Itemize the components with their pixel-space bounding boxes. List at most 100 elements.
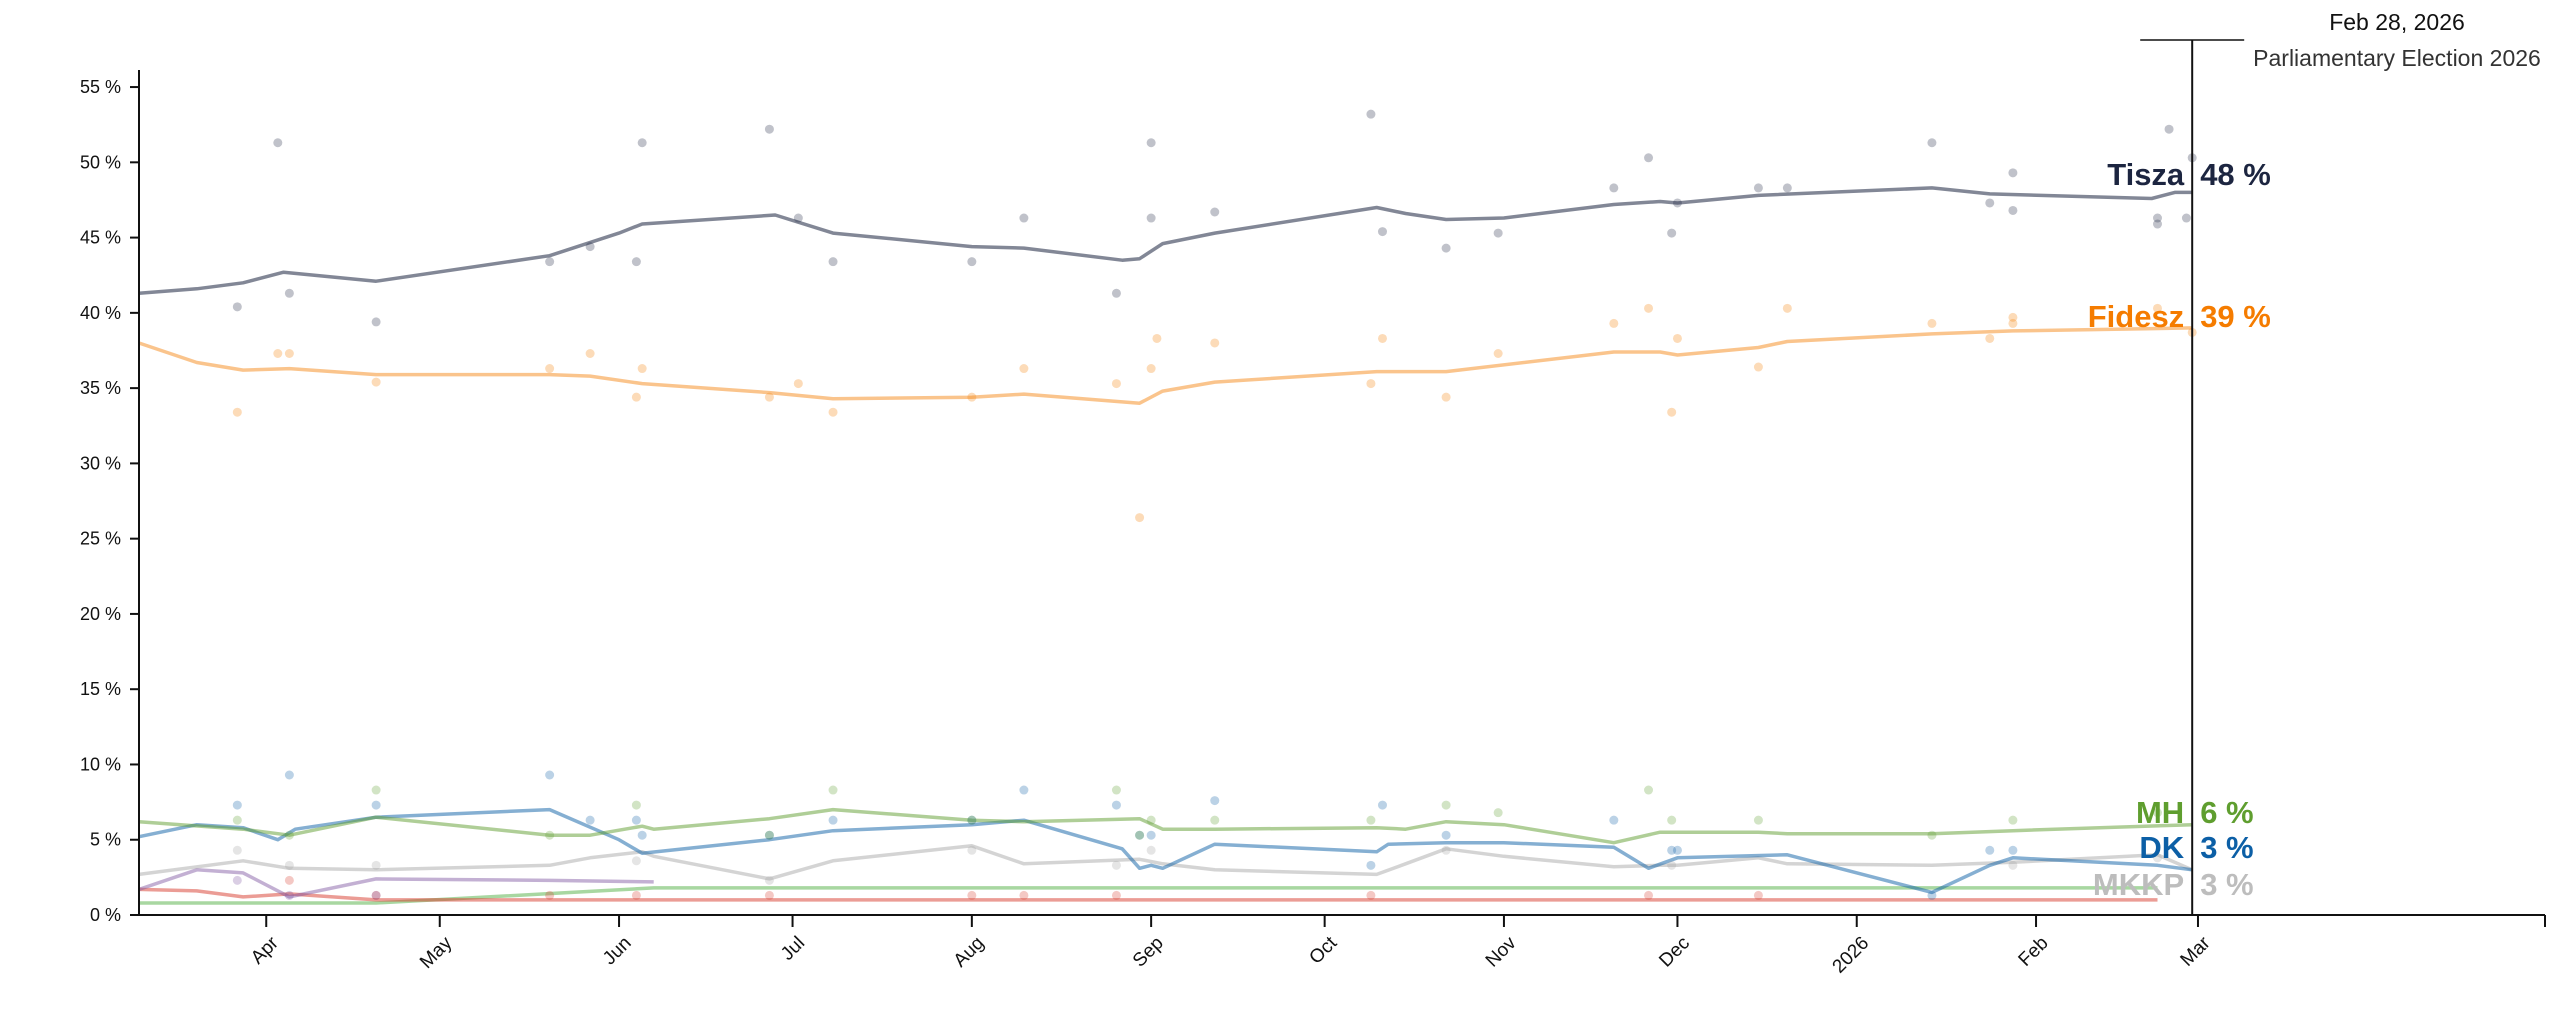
poll-dot-tisza <box>1441 243 1451 253</box>
poll-dot-dk <box>828 815 838 825</box>
end-label-value-mkkp: 3 % <box>2200 867 2253 902</box>
y-tick-label: 5 % <box>90 830 121 850</box>
poll-dot-tisza <box>2008 205 2018 215</box>
poll-dot-tisza <box>284 288 294 298</box>
poll-dot-tisza <box>545 257 555 267</box>
poll-dot-tisza <box>1019 213 1029 223</box>
poll-dot-fidesz <box>2152 303 2162 313</box>
y-tick-label: 50 % <box>80 152 121 172</box>
poll-dot-mh <box>1667 815 1677 825</box>
poll-dot-fidesz <box>284 349 294 359</box>
end-label-value-tisza: 48 % <box>2200 157 2271 192</box>
poll-dot-fidesz <box>764 392 774 402</box>
poll-dot-dk <box>1927 890 1937 900</box>
poll-dot-fidesz <box>1441 392 1451 402</box>
end-label-value-fidesz: 39 % <box>2200 299 2271 334</box>
poll-dot-fidesz <box>793 379 803 389</box>
end-label-value-mh: 6 % <box>2200 795 2253 830</box>
poll-dot-fidesz <box>1672 333 1682 343</box>
poll-dot-tisza <box>764 124 774 134</box>
poll-dot-dk <box>2008 845 2018 855</box>
poll-dot-mkkp <box>284 860 294 870</box>
poll-dot-minor <box>631 890 641 900</box>
y-tick-label: 0 % <box>90 905 121 925</box>
y-tick-label: 55 % <box>80 77 121 97</box>
poll-dot-dk <box>1366 860 1376 870</box>
poll-dot-mkkp <box>967 845 977 855</box>
poll-dot-dk <box>545 770 555 780</box>
poll-dot-fidesz <box>967 392 977 402</box>
x-tick-label: Nov <box>1482 932 1521 971</box>
poll-dots <box>232 109 2197 900</box>
y-tick-label: 35 % <box>80 378 121 398</box>
poll-dot-mh <box>2152 808 2162 818</box>
poll-dot-tisza <box>1146 138 1156 148</box>
poll-dot-dk <box>637 830 647 840</box>
poll-dot-fidesz <box>1667 407 1677 417</box>
poll-dot-minor <box>1366 890 1376 900</box>
poll-dot-tisza <box>2152 219 2162 229</box>
poll-dot-dk <box>1146 830 1156 840</box>
trend-lines <box>138 186 2193 905</box>
y-tick-label: 20 % <box>80 604 121 624</box>
poll-dot-tisza <box>1377 227 1387 237</box>
poll-dot-tisza <box>1985 198 1995 208</box>
poll-dot-minor <box>1753 890 1763 900</box>
poll-dot-mkkp <box>764 875 774 885</box>
poll-dot-mh <box>2008 815 2018 825</box>
x-tick-label: Oct <box>1305 932 1341 968</box>
x-tick-label: Feb <box>2015 933 2053 971</box>
poll-dot-mh <box>284 830 294 840</box>
poll-dot-mh <box>1753 815 1763 825</box>
poll-dot-tisza <box>2152 213 2162 223</box>
trend-line-minor <box>138 868 654 899</box>
poll-dot-tisza <box>2181 213 2191 223</box>
poll-dot-tisza <box>1609 183 1619 193</box>
poll-dot-fidesz <box>232 407 242 417</box>
y-tick-label: 10 % <box>80 754 121 774</box>
poll-dot-tisza <box>828 257 838 267</box>
poll-dot-dk <box>764 830 774 840</box>
y-tick-label: 30 % <box>80 453 121 473</box>
poll-dot-dk <box>1667 845 1677 855</box>
poll-dot-mh <box>1111 785 1121 795</box>
poll-dot-tisza <box>1111 288 1121 298</box>
poll-dot-fidesz <box>1609 318 1619 328</box>
poll-dot-fidesz <box>371 377 381 387</box>
poll-dot-tisza <box>585 242 595 252</box>
poll-dot-minor <box>764 890 774 900</box>
poll-dot-mh <box>1146 815 1156 825</box>
x-tick-label: May <box>416 932 457 973</box>
poll-dot-mkkp <box>2008 860 2018 870</box>
poll-dot-minor <box>232 875 242 885</box>
poll-dot-mh <box>1927 830 1937 840</box>
poll-dot-minor <box>371 890 381 900</box>
poll-dot-minor <box>371 890 381 900</box>
poll-dot-mh <box>232 815 242 825</box>
poll-dot-fidesz <box>637 364 647 374</box>
poll-dot-tisza <box>793 213 803 223</box>
poll-dot-fidesz <box>1019 364 1029 374</box>
x-tick-label: Sep <box>1129 933 1168 972</box>
poll-dot-fidesz <box>1644 303 1654 313</box>
end-labels: Tisza 48 % Fidesz 39 % MH 6 % DK 3 % MKKP 3 % <box>2088 157 2271 902</box>
poll-dot-tisza <box>631 257 641 267</box>
trend-line-tisza <box>138 186 2193 296</box>
poll-dot-fidesz <box>273 349 283 359</box>
x-tick-label: 2026 <box>1829 933 1874 978</box>
poll-dot-mh <box>967 815 977 825</box>
poll-dot-tisza <box>967 257 977 267</box>
trend-line-mh <box>138 807 2193 845</box>
poll-dot-fidesz <box>2008 318 2018 328</box>
election-date-label: Feb 28, 2026 <box>2329 9 2465 35</box>
poll-dot-fidesz <box>1366 379 1376 389</box>
poll-dot-fidesz <box>1782 303 1792 313</box>
poll-dot-tisza <box>637 138 647 148</box>
poll-dot-dk <box>1985 845 1995 855</box>
poll-dot-tisza <box>273 138 283 148</box>
poll-dot-minor <box>967 890 977 900</box>
poll-dot-dk <box>1135 830 1145 840</box>
poll-dot-dk <box>1672 845 1682 855</box>
